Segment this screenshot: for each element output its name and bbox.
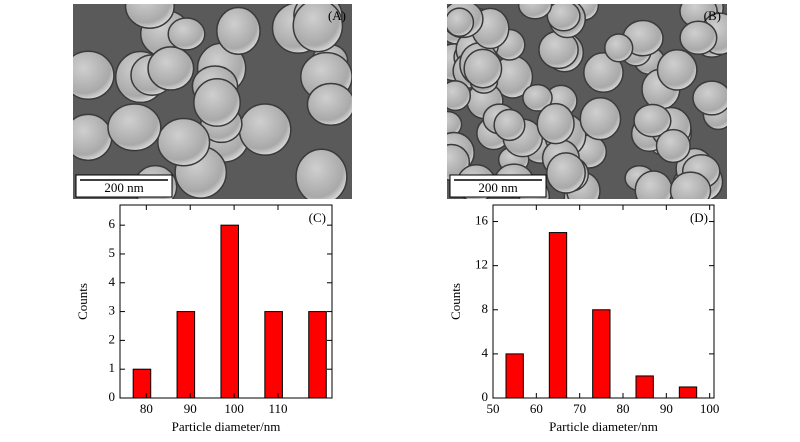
particle — [292, 4, 344, 53]
particle — [669, 171, 712, 199]
particle — [633, 103, 672, 138]
y-tick-label: 16 — [475, 213, 489, 228]
particle — [604, 33, 634, 63]
plot-frame — [492, 204, 715, 399]
bar — [264, 311, 283, 399]
particle — [583, 52, 624, 94]
x-tick-label: 80 — [617, 401, 630, 416]
panel-label: (D) — [690, 210, 708, 225]
particle — [634, 170, 673, 199]
particle — [167, 17, 206, 51]
bar — [176, 311, 196, 399]
particle — [493, 108, 526, 142]
particle — [546, 4, 581, 32]
scale-label: 200 nm — [478, 180, 517, 195]
particle — [522, 83, 553, 112]
x-tick-label: 100 — [700, 401, 720, 416]
scale-label: 200 nm — [104, 180, 143, 195]
y-axis-label: Counts — [75, 283, 90, 320]
x-tick-label: 80 — [140, 401, 153, 416]
plot-frame — [119, 204, 333, 399]
sem-image — [73, 4, 352, 199]
x-tick-label: 90 — [660, 401, 673, 416]
panel-label: (C) — [309, 210, 326, 225]
particle — [447, 7, 475, 38]
particle — [655, 128, 691, 164]
y-axis-label: Counts — [448, 283, 463, 320]
particle — [546, 152, 586, 194]
bar — [132, 368, 152, 399]
particle — [216, 6, 261, 55]
particle — [463, 48, 503, 89]
particle — [306, 82, 352, 127]
particle — [536, 102, 575, 145]
y-tick-label: 8 — [482, 301, 489, 316]
y-tick-label: 6 — [109, 216, 116, 231]
bar — [220, 224, 240, 399]
x-tick-label: 100 — [224, 401, 244, 416]
particle — [656, 49, 698, 91]
y-tick-label: 3 — [109, 303, 116, 318]
x-axis-label: Particle diameter/nm — [549, 419, 658, 434]
y-tick-label: 4 — [109, 274, 116, 289]
x-tick-label: 70 — [573, 401, 586, 416]
particle — [124, 4, 175, 29]
bar — [308, 311, 327, 399]
x-tick-label: 90 — [184, 401, 197, 416]
y-tick-label: 4 — [482, 345, 489, 360]
particle — [238, 103, 292, 156]
particle — [517, 4, 553, 20]
bar — [548, 232, 568, 399]
particle — [193, 78, 241, 127]
y-tick-label: 0 — [109, 389, 116, 404]
bar — [635, 375, 654, 399]
particle — [295, 148, 348, 199]
particle — [107, 103, 162, 152]
particle — [579, 96, 622, 141]
y-tick-label: 0 — [482, 389, 489, 404]
bar — [592, 309, 611, 399]
panel-label: (A) — [328, 8, 346, 23]
sem-image — [447, 4, 727, 199]
x-tick-label: 60 — [530, 401, 543, 416]
particle — [447, 80, 472, 112]
x-tick-label: 110 — [268, 401, 287, 416]
particle — [73, 50, 115, 100]
bar — [505, 353, 524, 399]
y-tick-label: 2 — [109, 331, 116, 346]
particles — [73, 4, 352, 199]
particles — [447, 4, 727, 199]
x-tick-label: 50 — [487, 401, 500, 416]
particle — [679, 20, 718, 56]
particle — [157, 117, 211, 167]
particle — [692, 80, 727, 116]
y-tick-label: 1 — [109, 360, 116, 375]
bar — [678, 386, 698, 399]
y-tick-label: 5 — [109, 245, 116, 260]
panel-label: (B) — [704, 8, 721, 23]
y-tick-label: 12 — [475, 257, 488, 272]
particle — [73, 113, 113, 162]
x-axis-label: Particle diameter/nm — [172, 419, 281, 434]
particle — [147, 46, 195, 91]
